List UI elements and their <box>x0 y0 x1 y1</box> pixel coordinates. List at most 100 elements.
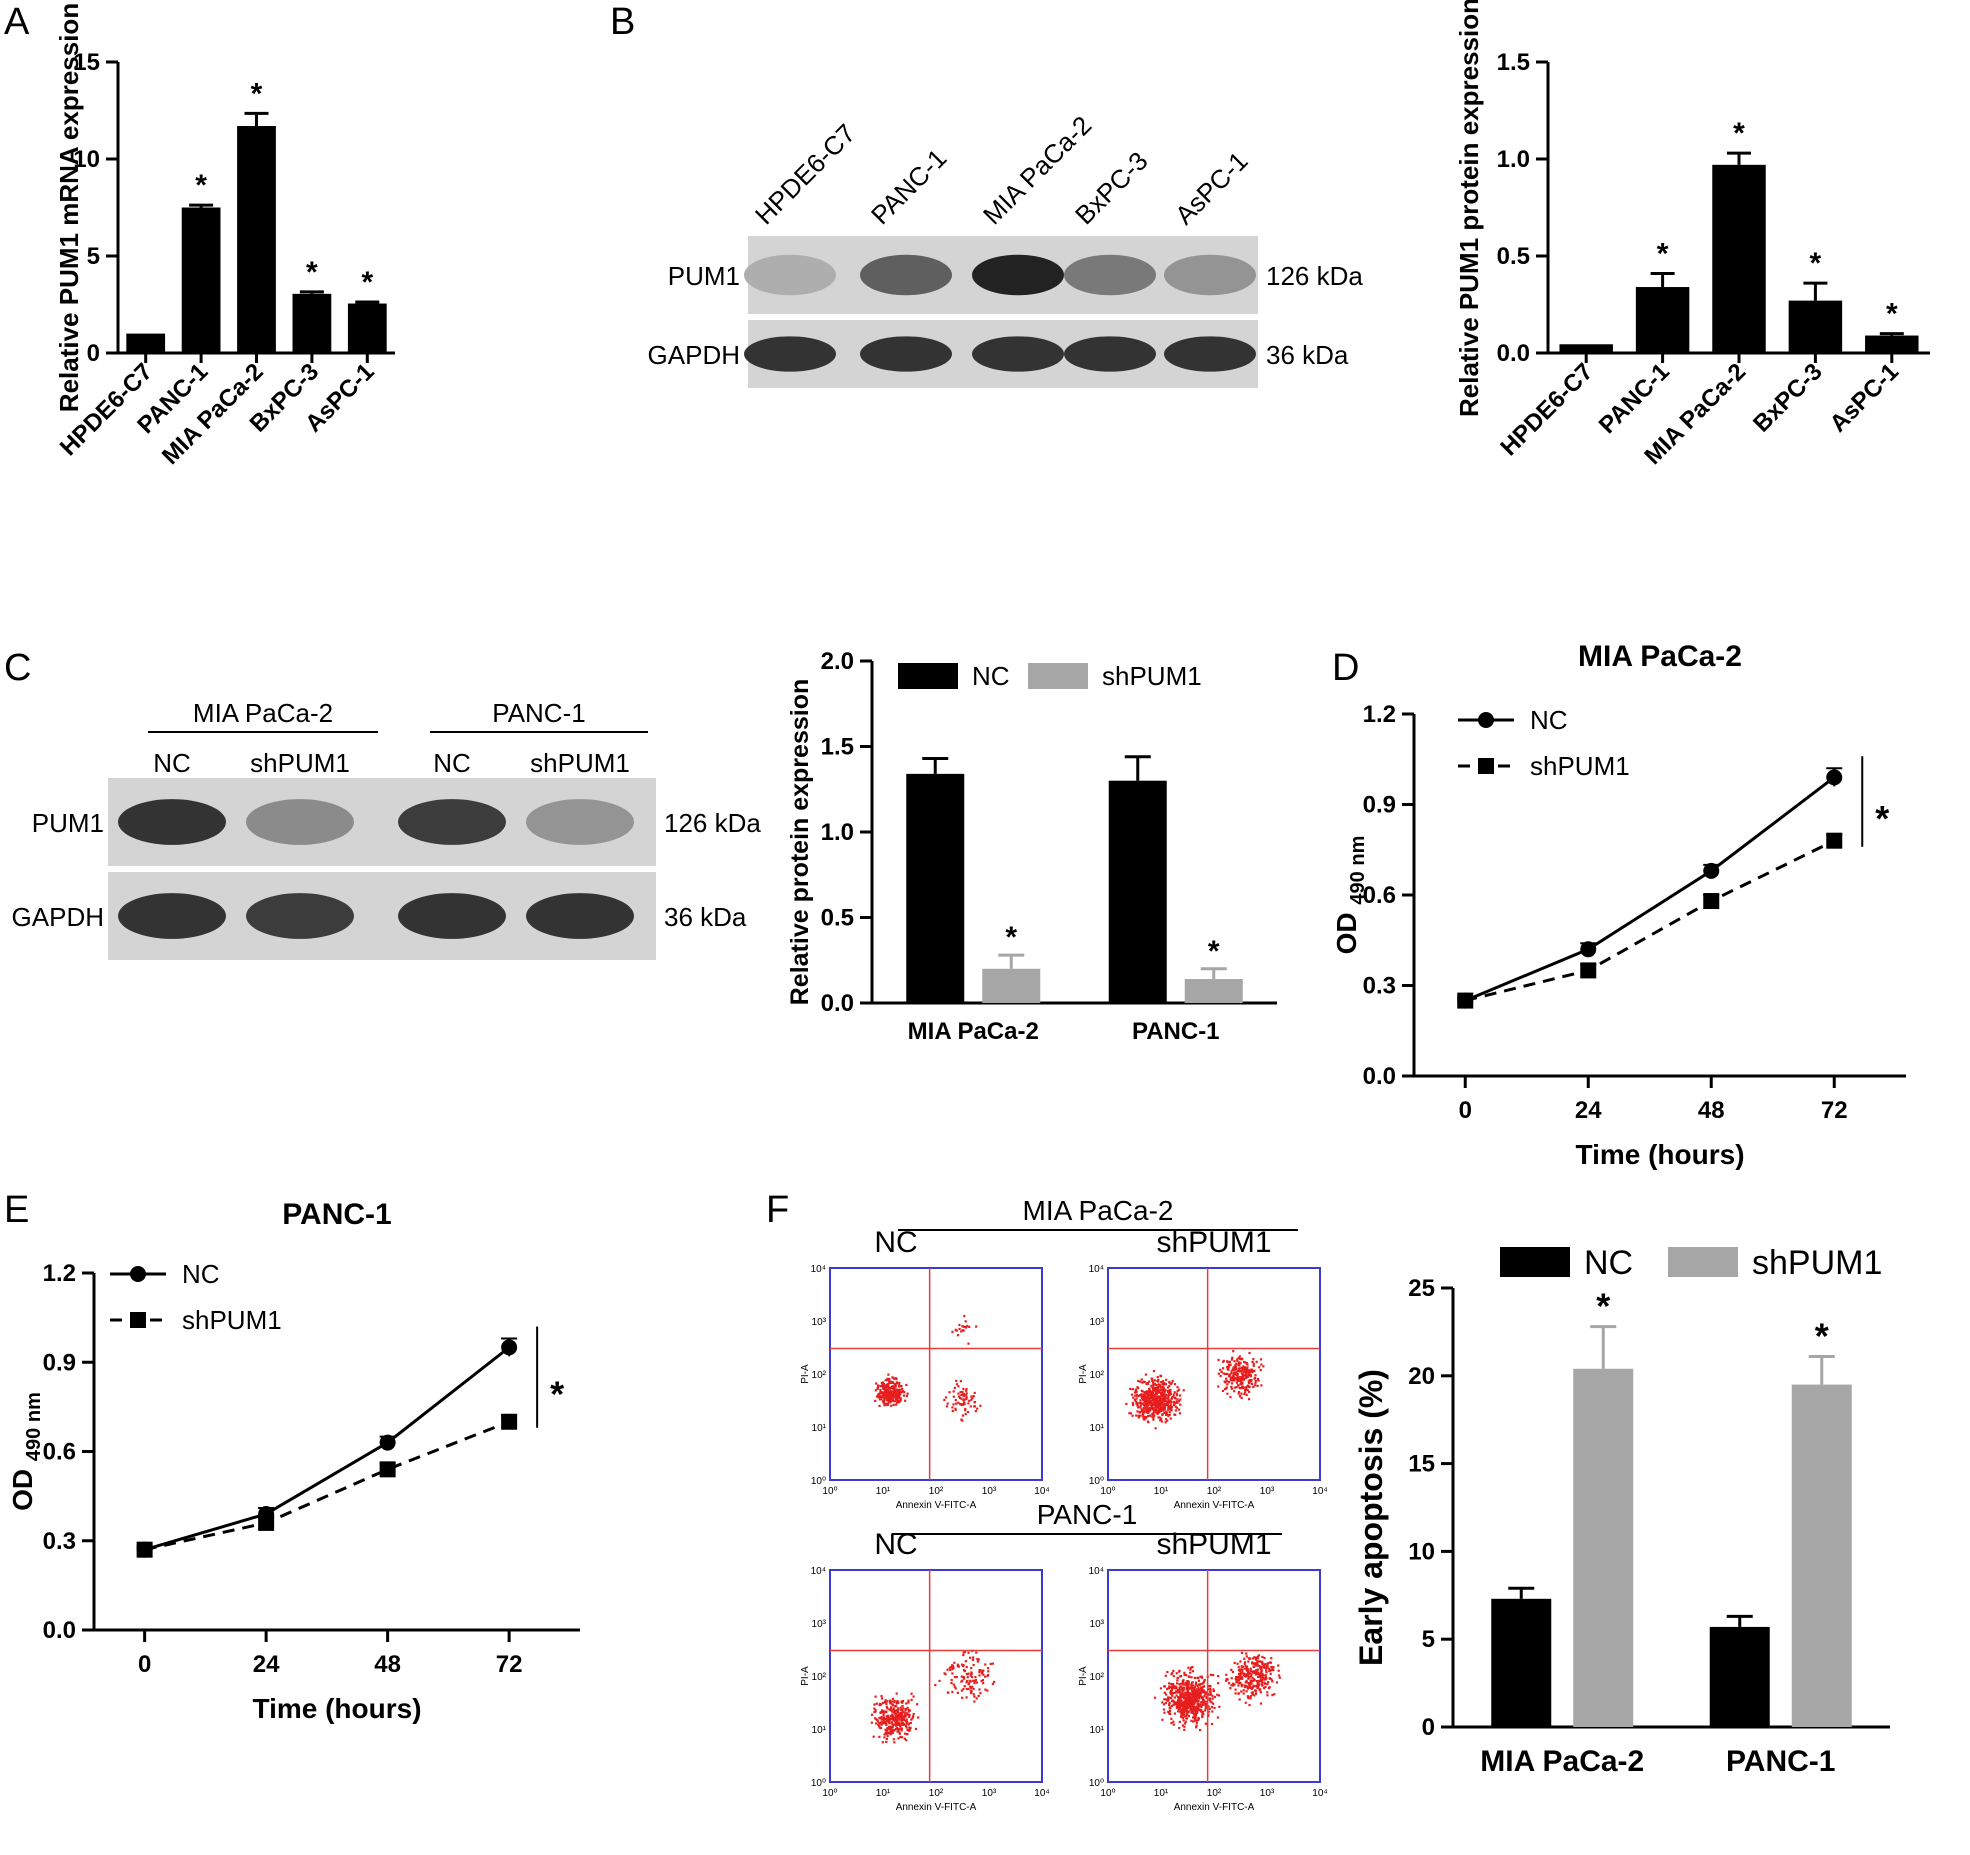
flow-event <box>1253 1656 1256 1659</box>
flow-event <box>1260 1363 1263 1366</box>
flow-event <box>1147 1391 1150 1394</box>
flow-event <box>1178 1686 1181 1689</box>
flow-event <box>895 1392 899 1395</box>
flow-event <box>1135 1397 1138 1400</box>
flow-event <box>1200 1705 1203 1709</box>
flow-event <box>891 1728 894 1732</box>
flow-event <box>1189 1697 1193 1700</box>
flow-event <box>878 1398 882 1401</box>
flow-event <box>1196 1676 1199 1679</box>
flow-event <box>1178 1720 1181 1724</box>
flow-event <box>884 1717 887 1721</box>
flow-event <box>980 1669 983 1672</box>
flow-event <box>878 1404 881 1407</box>
flow-event <box>1150 1399 1154 1402</box>
flow-event <box>896 1393 899 1397</box>
flow-event <box>1278 1676 1281 1679</box>
flow-event <box>1240 1366 1243 1369</box>
flow-event <box>1199 1690 1202 1694</box>
flow-event <box>968 1399 971 1402</box>
flow-event <box>1182 1719 1185 1722</box>
flow-event <box>1169 1696 1173 1699</box>
flow-event <box>1176 1691 1179 1694</box>
flow-event <box>1221 1389 1225 1393</box>
flow-event <box>1262 1677 1265 1680</box>
flow-event <box>1138 1394 1142 1397</box>
flow-event <box>1247 1657 1250 1660</box>
flow-event <box>1134 1394 1137 1397</box>
blot-lane-label-aspc-1: AsPC-1 <box>1169 146 1254 231</box>
blot-row-label: GAPDH <box>12 902 104 932</box>
flow-event <box>1237 1390 1241 1394</box>
flow-event <box>889 1395 892 1398</box>
flow-event <box>1260 1683 1264 1686</box>
flow-event <box>1255 1360 1258 1363</box>
flow-event <box>1237 1692 1240 1695</box>
flow-event <box>1153 1397 1156 1400</box>
flow-event <box>896 1720 899 1723</box>
flow-event <box>885 1383 889 1387</box>
flow-event <box>1197 1700 1200 1703</box>
flow-event <box>1158 1408 1161 1411</box>
flow-event <box>1194 1697 1197 1700</box>
flow-event <box>1183 1704 1186 1707</box>
flow-event <box>1168 1400 1171 1403</box>
flow-event <box>907 1710 910 1713</box>
flow-event <box>894 1394 897 1397</box>
flow-event <box>1186 1684 1190 1687</box>
flow-event <box>1261 1665 1264 1668</box>
significance-star: * <box>195 169 207 202</box>
flow-event <box>889 1701 892 1704</box>
flow-event <box>1238 1394 1242 1398</box>
flow-y-tick-label: 10¹ <box>812 1725 827 1736</box>
flow-event <box>1200 1700 1203 1704</box>
legend-swatch-shpum1 <box>1028 663 1088 689</box>
flow-event <box>1172 1686 1175 1690</box>
flow-event <box>885 1392 888 1395</box>
flow-event <box>1183 1673 1186 1676</box>
flow-event <box>1255 1679 1259 1683</box>
flow-event <box>1175 1705 1179 1708</box>
flow-event <box>1201 1689 1204 1692</box>
flow-event <box>1225 1380 1229 1383</box>
flow-event <box>1237 1356 1240 1359</box>
flow-event <box>1255 1670 1258 1673</box>
flow-event <box>1169 1388 1172 1392</box>
flow-event <box>1139 1399 1142 1402</box>
flow-event <box>1217 1694 1221 1697</box>
flow-event <box>890 1706 893 1709</box>
flow-event <box>891 1380 894 1384</box>
flow-event <box>888 1381 891 1385</box>
flow-event <box>1237 1392 1240 1395</box>
flow-event <box>1224 1381 1227 1384</box>
flow-event <box>1155 1388 1158 1391</box>
flow-event <box>1240 1690 1243 1693</box>
flow-event <box>1181 1701 1184 1705</box>
flow-event <box>964 1325 967 1329</box>
flow-event <box>1252 1684 1255 1687</box>
flow-event <box>956 1665 959 1668</box>
y-tick-label: 0.5 <box>821 905 854 932</box>
flow-event <box>1182 1702 1186 1705</box>
bar-nc-panc-1 <box>1108 780 1167 1003</box>
flow-y-tick-label: 10⁰ <box>811 1476 826 1487</box>
flow-event <box>1154 1386 1157 1389</box>
flow-event <box>902 1389 905 1393</box>
flow-event <box>1243 1657 1246 1660</box>
flow-event <box>1186 1703 1189 1706</box>
flow-event <box>1245 1655 1248 1658</box>
flow-event <box>1181 1712 1184 1715</box>
flow-event <box>1166 1419 1169 1422</box>
flow-event <box>1213 1706 1216 1710</box>
flow-event <box>1249 1695 1252 1698</box>
flow-event <box>1258 1366 1261 1369</box>
flow-event <box>1135 1414 1138 1417</box>
flow-event <box>1248 1684 1251 1687</box>
flow-event <box>1237 1672 1241 1676</box>
flow-event <box>1268 1669 1271 1673</box>
blot-lane-label-shpum1: shPUM1 <box>530 748 630 778</box>
flow-event <box>1159 1406 1163 1410</box>
significance-star: * <box>1875 798 1889 839</box>
flow-event <box>1182 1693 1186 1696</box>
flow-event <box>1128 1412 1131 1415</box>
